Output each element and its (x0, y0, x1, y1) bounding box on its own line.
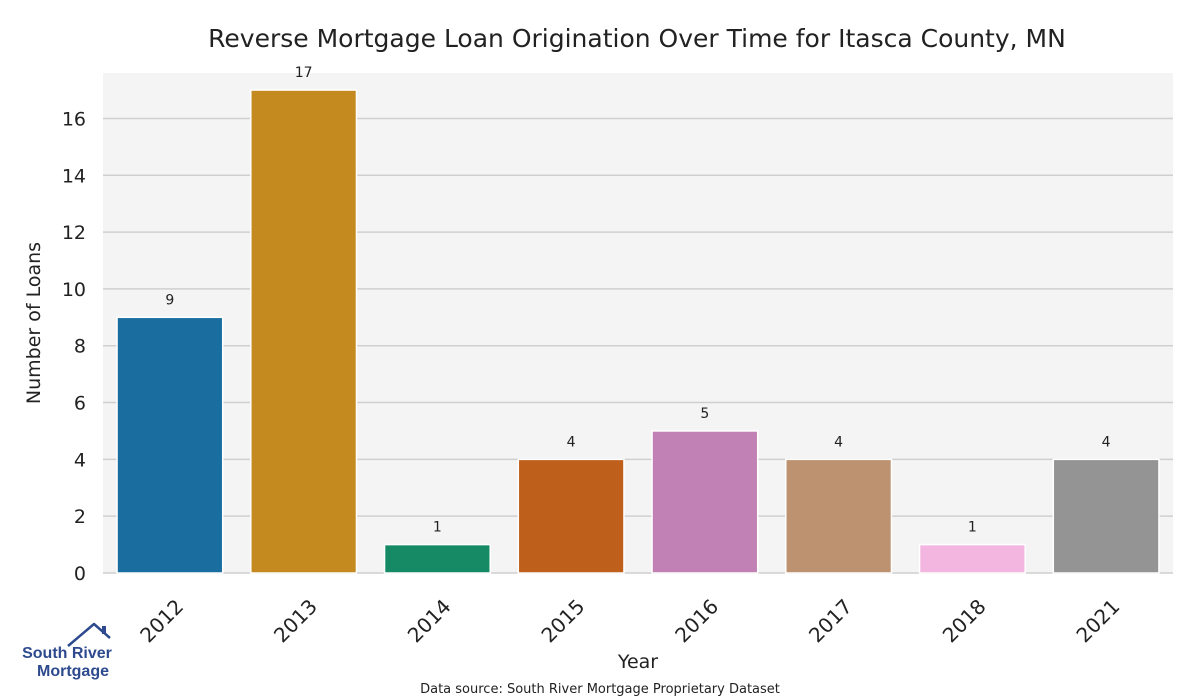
y-tick-label: 8 (74, 336, 86, 358)
x-tick-label: 2014 (403, 594, 456, 647)
bar-value-label: 4 (567, 434, 576, 450)
y-tick-label: 0 (74, 563, 86, 585)
bar-2014 (383, 543, 491, 574)
x-tick-label: 2017 (804, 594, 857, 647)
bar-2018 (918, 543, 1026, 574)
y-tick-label: 4 (74, 449, 86, 471)
bar-value-label: 1 (968, 520, 977, 536)
bar-value-label: 4 (834, 434, 843, 450)
y-tick-label: 6 (74, 393, 86, 415)
bar-value-label: 4 (1102, 434, 1111, 450)
x-tick-label: 2013 (269, 594, 322, 647)
x-tick-label: 2018 (938, 594, 991, 647)
bars (116, 89, 1160, 574)
x-axis-label: Year (617, 651, 658, 673)
x-tick-label: 2016 (670, 594, 723, 647)
x-tick-label: 2015 (536, 594, 589, 647)
x-axis-ticks: 2012 2013 2014 2015 2016 2017 2018 2021 (135, 594, 1124, 647)
logo-text-line1: South River (22, 645, 112, 662)
y-axis-label: Number of Loans (23, 242, 45, 404)
bar-2012 (116, 316, 224, 574)
bar-2013 (250, 89, 358, 574)
y-tick-label: 2 (74, 506, 86, 528)
bar-2016 (651, 430, 759, 574)
y-axis-ticks: 0 2 4 6 8 10 12 14 16 (62, 108, 86, 585)
bar-value-label: 5 (700, 406, 709, 422)
house-roof-icon (67, 622, 111, 647)
bar-value-label: 1 (433, 520, 442, 536)
logo-text-line2: Mortgage (37, 663, 109, 680)
y-tick-label: 10 (62, 279, 86, 301)
bar-2015 (517, 458, 625, 574)
bar-value-label: 17 (295, 65, 313, 81)
y-tick-label: 12 (62, 222, 86, 244)
y-tick-label: 14 (62, 165, 86, 187)
x-tick-label: 2012 (135, 594, 188, 647)
bar-labels: 9 17 1 4 5 4 1 4 (165, 65, 1110, 536)
bar-value-label: 9 (165, 292, 174, 308)
brand-logo: South River Mortgage (22, 622, 112, 680)
data-source-note: Data source: South River Mortgage Propri… (420, 682, 780, 697)
bar-2017 (785, 458, 893, 574)
x-tick-label: 2021 (1071, 594, 1124, 647)
y-tick-label: 16 (62, 108, 86, 130)
bar-2021 (1052, 458, 1160, 574)
chart-title: Reverse Mortgage Loan Origination Over T… (208, 24, 1066, 53)
